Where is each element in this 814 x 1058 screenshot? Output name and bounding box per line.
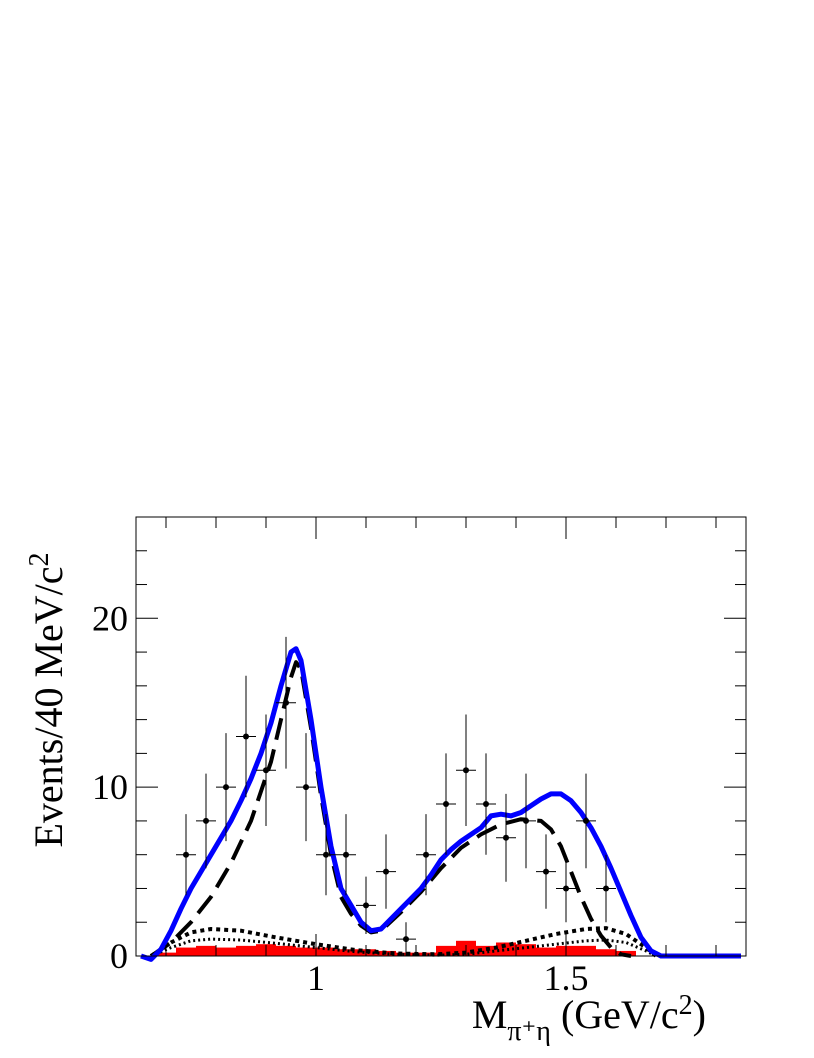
background-bar [316, 947, 336, 956]
background-bar [196, 945, 216, 956]
data-point [216, 733, 236, 842]
background-bar [596, 949, 616, 956]
background-bar [436, 945, 456, 956]
axes-frame [135, 516, 747, 957]
background-bar [336, 949, 356, 956]
data-points [176, 636, 616, 956]
data-point [516, 773, 536, 869]
data-point [196, 773, 216, 869]
data-point [316, 814, 336, 896]
y-tick-label: 0 [110, 936, 128, 976]
y-tick-label: 20 [92, 598, 128, 638]
background-histogram [156, 940, 636, 956]
background-bar [276, 945, 296, 956]
data-point [436, 753, 456, 855]
data-point [256, 714, 276, 826]
background-bar [296, 947, 316, 956]
plot-frame [135, 516, 747, 957]
signal-fit-curve [149, 660, 632, 958]
data-point [376, 834, 396, 909]
y-axis-label: Events/40 MeV/c2 [24, 552, 71, 847]
background-bar [576, 945, 596, 956]
data-point [456, 714, 476, 826]
background-bar [216, 947, 236, 956]
tick-labels: 1 1.5 0 10 20 [92, 598, 589, 998]
x-axis-label: Mπ⁺η (GeV/c2) [472, 990, 706, 1047]
data-point [176, 814, 196, 896]
data-point [496, 793, 516, 882]
data-point [536, 834, 556, 909]
background-bar [536, 947, 556, 956]
data-point [336, 814, 356, 896]
data-point [276, 636, 296, 769]
data-point [596, 854, 616, 923]
data-point [396, 922, 416, 956]
data-point [296, 733, 316, 842]
background-bar [516, 944, 536, 956]
data-point [576, 773, 596, 869]
background-bar [476, 945, 496, 956]
x-tick-label: 1.5 [544, 958, 589, 998]
axis-ticks [136, 516, 746, 957]
background-curve-1 [149, 926, 658, 958]
x-tick-label: 1 [307, 958, 325, 998]
data-point [416, 814, 436, 896]
data-point [556, 854, 576, 923]
data-point [356, 876, 376, 935]
background-bar [176, 947, 196, 956]
data-point [236, 675, 256, 798]
data-point [476, 753, 496, 855]
y-tick-label: 10 [92, 767, 128, 807]
background-bar [236, 945, 256, 956]
